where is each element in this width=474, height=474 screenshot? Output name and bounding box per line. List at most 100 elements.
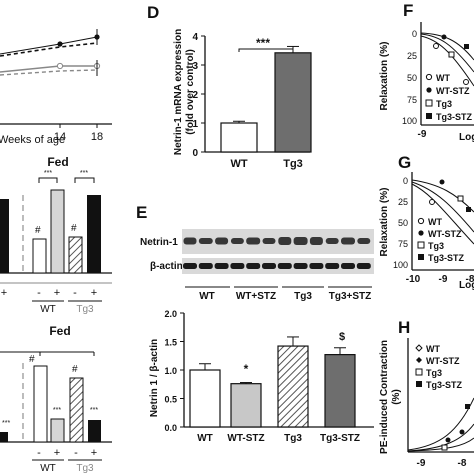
panel-c-sign: + (54, 447, 60, 459)
panel-c-group-label: WT (40, 463, 56, 474)
blot-band-netrin1 (357, 238, 371, 244)
panel-h: H PE-induced Contraction (%) -9 -8 WT WT… (379, 318, 474, 469)
panel-e-significance: $ (339, 331, 345, 343)
panel-b-title: Fed (47, 155, 68, 169)
panel-e-ytick-label: 0.5 (164, 395, 177, 405)
blot-band-netrin1 (198, 238, 213, 244)
blot-band-netrin1 (183, 237, 197, 245)
panel-g-point (457, 195, 464, 202)
panel-d-chart: Netrin-1 mRNA expression (fold over cont… (173, 29, 312, 170)
panel-e-significance: * (244, 362, 249, 376)
panel-c-title: Fed (49, 324, 70, 338)
panel-d-ytick-label: 2 (192, 90, 198, 101)
legend-marker-filled-circle (426, 87, 432, 93)
panel-a-xlabel: Weeks of age (0, 134, 65, 146)
panel-c-stars: *** (53, 407, 61, 414)
panel-h-point (441, 444, 448, 451)
panel-f-legend-label: WT-STZ (436, 86, 470, 96)
panel-b-bracket (38, 177, 58, 183)
blot-band-actin (356, 263, 371, 269)
panel-c: Fed # # *** *** *** - + - + WT Tg3 (0, 324, 112, 474)
panel-f-ytick: 100 (402, 116, 417, 126)
panel-g-point (439, 179, 445, 185)
panel-g-ytick: 25 (398, 197, 408, 207)
blot-band-actin (183, 263, 197, 269)
panel-c-bar (69, 377, 84, 443)
panel-c-bar (50, 418, 65, 443)
panel-c-stars: *** (2, 420, 10, 427)
panel-f-point (433, 43, 439, 49)
panel-d-ytick-label: 4 (192, 32, 198, 43)
panel-c-hash: # (72, 364, 78, 375)
blot-bands (183, 237, 371, 269)
legend-marker-open-diamond (415, 344, 423, 352)
panel-b-bracket (74, 177, 95, 183)
blot-lane-group: WT+STZ (236, 291, 276, 302)
panel-f-legend-label: Tg3-STZ (436, 112, 472, 122)
panel-f-legend-label: Tg3 (436, 99, 452, 109)
panel-c-group-label: Tg3 (76, 463, 94, 474)
panel-g-letter: G (398, 153, 411, 172)
legend-marker-open-circle (417, 217, 425, 225)
panel-e-ytick-label: 2.0 (164, 309, 177, 319)
panel-e-category-label: Tg3 (284, 433, 302, 444)
panel-c-sign: + (91, 447, 97, 459)
panel-g: G Relaxation (%) 0 25 50 75 100 -10 -9 -… (379, 153, 474, 291)
blot-band-actin (277, 263, 292, 269)
panel-d-ytick-label: 1 (192, 119, 198, 130)
blot-band-netrin1 (309, 237, 323, 245)
panel-h-curve (407, 437, 474, 452)
panel-b-bar (50, 189, 65, 274)
panel-b: Fed *** *** # # + - + - + WT Tg3 (0, 155, 112, 315)
legend-marker-filled-square (418, 254, 424, 260)
panel-g-curve (411, 183, 474, 245)
panel-a-point (57, 41, 63, 47)
legend-marker-open-square (417, 241, 425, 249)
blot-band-actin (325, 263, 340, 269)
panel-f-point (463, 79, 469, 85)
blot-label-netrin1: Netrin-1 (140, 237, 178, 248)
panel-c-bar (88, 420, 101, 442)
panel-h-legend: WT WT-STZ Tg3 Tg3-STZ (415, 344, 462, 390)
panel-e-category-label: WT (197, 433, 213, 444)
panel-c-bracket (39, 352, 95, 356)
panel-b-sign: + (1, 287, 7, 299)
blot-band-netrin1 (293, 237, 308, 245)
panel-h-xtick: -8 (458, 458, 467, 469)
panel-d-ytick-label: 3 (192, 61, 198, 72)
panel-h-ylabel: (%) (391, 389, 402, 405)
panel-f: F Relaxation (%) 0 25 50 75 100 -9 Log W… (379, 1, 474, 143)
panel-e-blot: Netrin-1 β-actin WT WT+STZ Tg3 Tg3+STZ (140, 229, 374, 302)
panel-f-ytick: 25 (407, 51, 417, 61)
panel-a-series-line (0, 65, 97, 73)
panel-f-point (441, 34, 447, 40)
panel-e-ytick-label: 1.5 (164, 338, 177, 348)
panel-f-ylabel: Relaxation (%) (379, 42, 390, 111)
panel-d-significance-bracket (238, 48, 294, 52)
panel-e-chart: Netrin 1 / β-actin * $ 0.0 0.5 1.0 1.5 2.0 WT… (149, 309, 374, 444)
panel-b-bar (0, 199, 9, 273)
blot-band-actin (341, 263, 355, 269)
panel-a-series-line (0, 69, 98, 76)
panel-e-category-label: Tg3-STZ (320, 433, 360, 444)
panel-e-ytick-label: 0.0 (164, 423, 177, 433)
panel-f-ytick-labels: 0 25 50 75 100 (402, 29, 417, 126)
panel-h-legend-label: Tg3-STZ (426, 380, 462, 390)
panel-g-ytick: 50 (398, 218, 408, 228)
panel-h-curve (407, 397, 474, 451)
panel-g-ytick: 75 (398, 239, 408, 249)
legend-marker-filled-square (416, 381, 422, 387)
blot-band-netrin1 (325, 238, 339, 244)
panel-g-ytick: 100 (393, 260, 408, 270)
panel-g-xlabel: Log (459, 280, 474, 291)
panel-f-xtick: -9 (418, 129, 427, 140)
panel-g-xtick: -8 (466, 274, 474, 285)
panel-c-stars: *** (90, 407, 98, 414)
panel-b-bar (68, 236, 83, 274)
panel-a-tick-label: 14 (54, 131, 66, 143)
blot-band-actin (246, 263, 261, 269)
legend-marker-open-square (425, 99, 433, 107)
panel-g-legend-label: Tg3-STZ (428, 253, 464, 263)
panel-e-bar (189, 369, 221, 428)
